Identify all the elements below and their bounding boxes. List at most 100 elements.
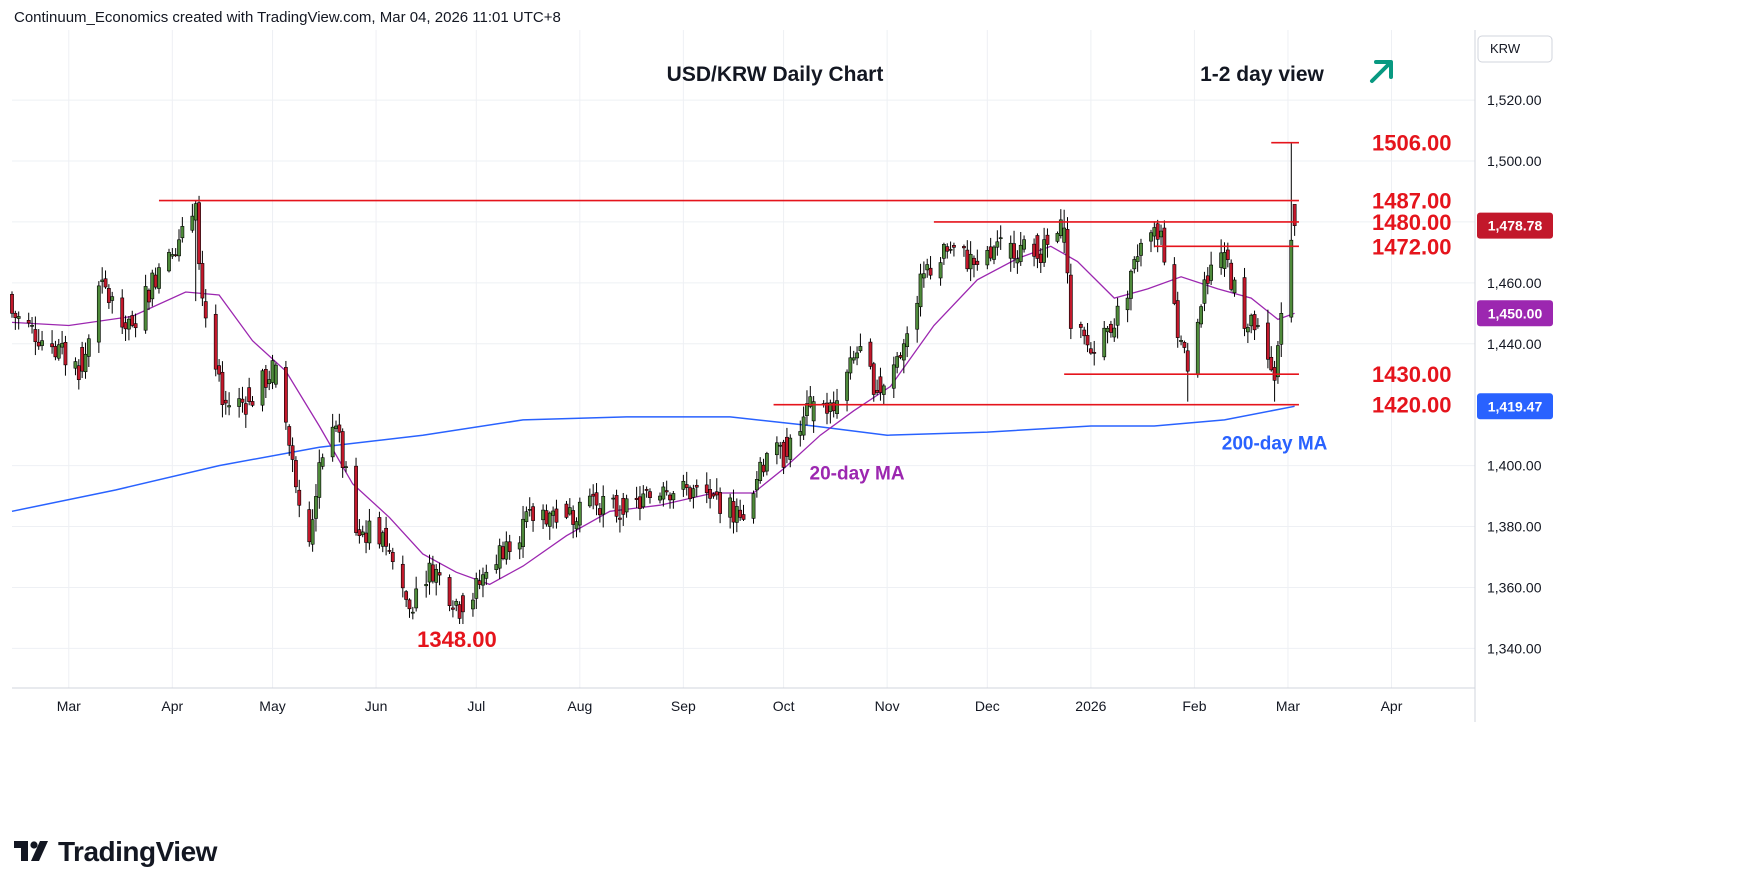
candle-down [1292, 204, 1297, 226]
time-tick-label: Mar [1276, 698, 1300, 714]
candle-up [995, 241, 1000, 248]
candle-down [354, 465, 358, 533]
time-tick-label: Apr [161, 698, 183, 714]
candle-down [1205, 275, 1210, 284]
candle-down [965, 249, 970, 270]
candle-down [1182, 342, 1187, 348]
candle-up [835, 400, 839, 414]
candle-up [481, 574, 485, 586]
candle-down [407, 599, 412, 610]
tradingview-logo-icon [14, 841, 48, 861]
candle-up [320, 457, 325, 467]
level-label: 1506.00 [1372, 131, 1452, 156]
candle-up [681, 480, 686, 490]
candle-down [1085, 335, 1090, 346]
candle-down [594, 492, 599, 506]
candle-down [785, 436, 789, 457]
candle-up [624, 498, 629, 513]
candle-up [775, 442, 779, 456]
candle-down [1038, 253, 1043, 263]
candle-down [263, 369, 268, 388]
candle-up [658, 495, 662, 501]
candle-up [751, 493, 756, 519]
time-tick-label: Nov [875, 698, 900, 714]
candle-down [761, 464, 766, 473]
candle-down [878, 376, 883, 393]
time-axis[interactable]: Mar Apr May Jun Jul Aug Sep Oct Nov Dec 2026 Feb Mar… [57, 698, 1403, 714]
low-label: 1348.00 [417, 627, 497, 652]
candle-up [517, 542, 522, 550]
candle-up [1115, 305, 1120, 326]
candle-down [1162, 227, 1167, 263]
currency-selector[interactable] [1477, 35, 1553, 63]
candle-up [270, 360, 275, 383]
candle-down [668, 494, 672, 501]
candle-up [83, 353, 88, 373]
tradingview-brand[interactable]: TradingView [14, 836, 217, 868]
candle-down [741, 514, 746, 520]
candle-up [587, 495, 592, 507]
price-tick-label: 1,460.00 [1487, 275, 1542, 291]
candle-up [798, 431, 803, 436]
candle-down [714, 491, 719, 496]
candle-up [805, 403, 809, 416]
candle-down [618, 517, 622, 520]
candle-down [120, 297, 125, 328]
price-badge [1477, 393, 1553, 420]
candle-down [364, 532, 368, 543]
candle-down [1229, 262, 1234, 290]
candle-up [190, 215, 195, 231]
time-tick-label: Feb [1182, 698, 1206, 714]
candle-down [250, 401, 255, 406]
candle-up [150, 272, 155, 300]
candle-down [63, 342, 68, 366]
candle-down [106, 288, 111, 303]
time-tick-label: Mar [57, 698, 81, 714]
candle-down [1032, 243, 1036, 257]
price-badge-text: 1,450.00 [1488, 305, 1543, 321]
candle-up [471, 599, 475, 610]
candle-down [638, 496, 642, 509]
candle-down [614, 495, 619, 517]
price-badge [1477, 212, 1553, 239]
candle-down [731, 501, 736, 523]
candle-up [1018, 244, 1023, 262]
candle-up [193, 203, 198, 221]
candle-down [644, 489, 649, 491]
time-tick-label: Jun [365, 698, 388, 714]
candle-up [848, 357, 853, 374]
candle-up [992, 246, 996, 260]
candle-up [1245, 327, 1250, 333]
candle-up [891, 364, 896, 389]
candle-up [948, 249, 953, 251]
candle-up [567, 507, 572, 515]
candle-down [571, 510, 576, 525]
candle-down [223, 399, 228, 404]
plot-area[interactable] [12, 30, 1472, 688]
candle-up [100, 279, 105, 282]
candle-down [103, 278, 108, 288]
candle-up [758, 461, 763, 482]
candle-down [76, 365, 81, 381]
candle-up [734, 506, 739, 523]
candle-down [664, 490, 669, 493]
candle-down [437, 572, 442, 576]
time-tick-label: May [259, 698, 285, 714]
candle-up [881, 385, 886, 395]
candle-down [447, 577, 452, 606]
candle-up [611, 497, 616, 500]
candle-down [1045, 234, 1050, 245]
candle-up [1022, 239, 1026, 250]
candle-up [691, 488, 696, 498]
candle-up [661, 486, 666, 500]
candle-down [1252, 314, 1257, 331]
candle-up [1055, 233, 1060, 242]
ma200-line [11, 405, 1295, 513]
candle-up [1008, 242, 1013, 259]
candle-down [200, 263, 205, 299]
candle-up [424, 584, 429, 587]
candle-up [73, 361, 78, 369]
price-axis[interactable]: 1,520.001,500.001,480.001,460.001,440.00… [1487, 92, 1542, 656]
candle-down [1109, 323, 1113, 333]
